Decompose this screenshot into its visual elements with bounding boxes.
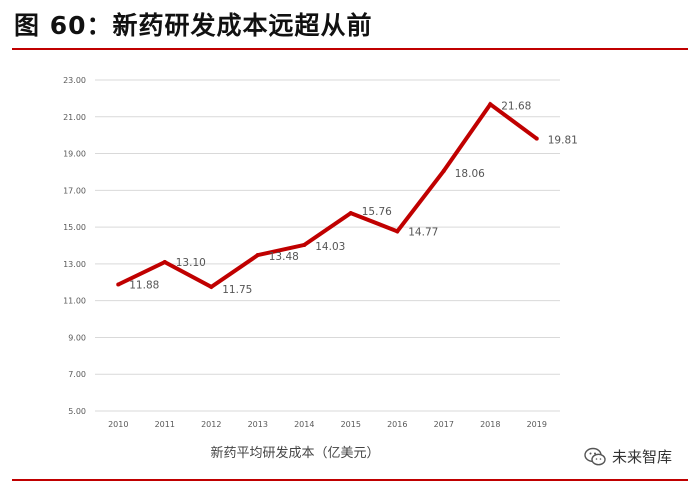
title-divider [12,48,688,50]
figure-title: 图 60：新药研发成本远超从前 [14,11,373,40]
data-point [395,229,400,234]
data-point [534,136,539,141]
footer-divider [12,479,688,481]
x-tick-label: 2017 [434,420,454,429]
data-point [441,168,446,173]
watermark: 未来智库 [584,446,672,467]
data-label: 21.68 [501,100,531,112]
chart-data-labels: 11.88 13.10 11.75 13.48 14.03 15.76 14.77 18.06… [129,100,578,296]
data-point [255,253,260,258]
y-tick-label: 9.00 [68,333,86,342]
x-axis-label: 新药平均研发成本（亿美元） [210,445,379,461]
data-label: 14.77 [408,226,438,238]
data-point [116,282,121,287]
x-tick-label: 2016 [387,420,407,429]
data-point [302,242,307,247]
y-tick-label: 19.00 [63,150,86,159]
watermark-text: 未来智库 [612,448,673,466]
x-tick-label: 2011 [155,420,175,429]
x-tick-label: 2010 [108,420,128,429]
x-axis-tick-labels: 2010 2011 2012 2013 2014 2015 2016 2017 2018 2019 [108,420,547,429]
wechat-icon [584,447,606,465]
data-label: 11.88 [129,279,159,291]
y-tick-label: 11.00 [63,297,86,306]
data-point [209,284,214,289]
x-tick-label: 2012 [201,420,221,429]
y-tick-label: 7.00 [68,370,86,379]
chart-gridlines [95,79,560,412]
chart-series [116,101,539,290]
data-label: 14.03 [315,241,345,253]
data-point [488,102,493,107]
y-axis-tick-labels: 5.00 7.00 9.00 11.00 13.00 15.00 17.00 19.00 21.… [63,76,86,416]
data-label: 11.75 [222,284,252,296]
x-tick-label: 2019 [527,420,547,429]
x-tick-label: 2013 [248,420,268,429]
x-tick-label: 2018 [480,420,500,429]
x-tick-label: 2015 [341,420,361,429]
y-tick-label: 23.00 [63,76,86,85]
y-tick-label: 13.00 [63,260,86,269]
data-label: 19.81 [548,135,578,147]
y-tick-label: 15.00 [63,223,86,232]
data-label: 15.76 [362,206,392,218]
series-line [117,101,538,290]
x-tick-label: 2014 [294,420,314,429]
y-tick-label: 17.00 [63,186,86,195]
data-label: 13.48 [269,251,299,263]
data-point [162,260,167,265]
y-tick-label: 5.00 [68,407,86,416]
data-point [348,211,353,216]
y-tick-label: 21.00 [63,113,86,122]
data-label: 13.10 [176,257,206,269]
data-label: 18.06 [455,168,485,180]
